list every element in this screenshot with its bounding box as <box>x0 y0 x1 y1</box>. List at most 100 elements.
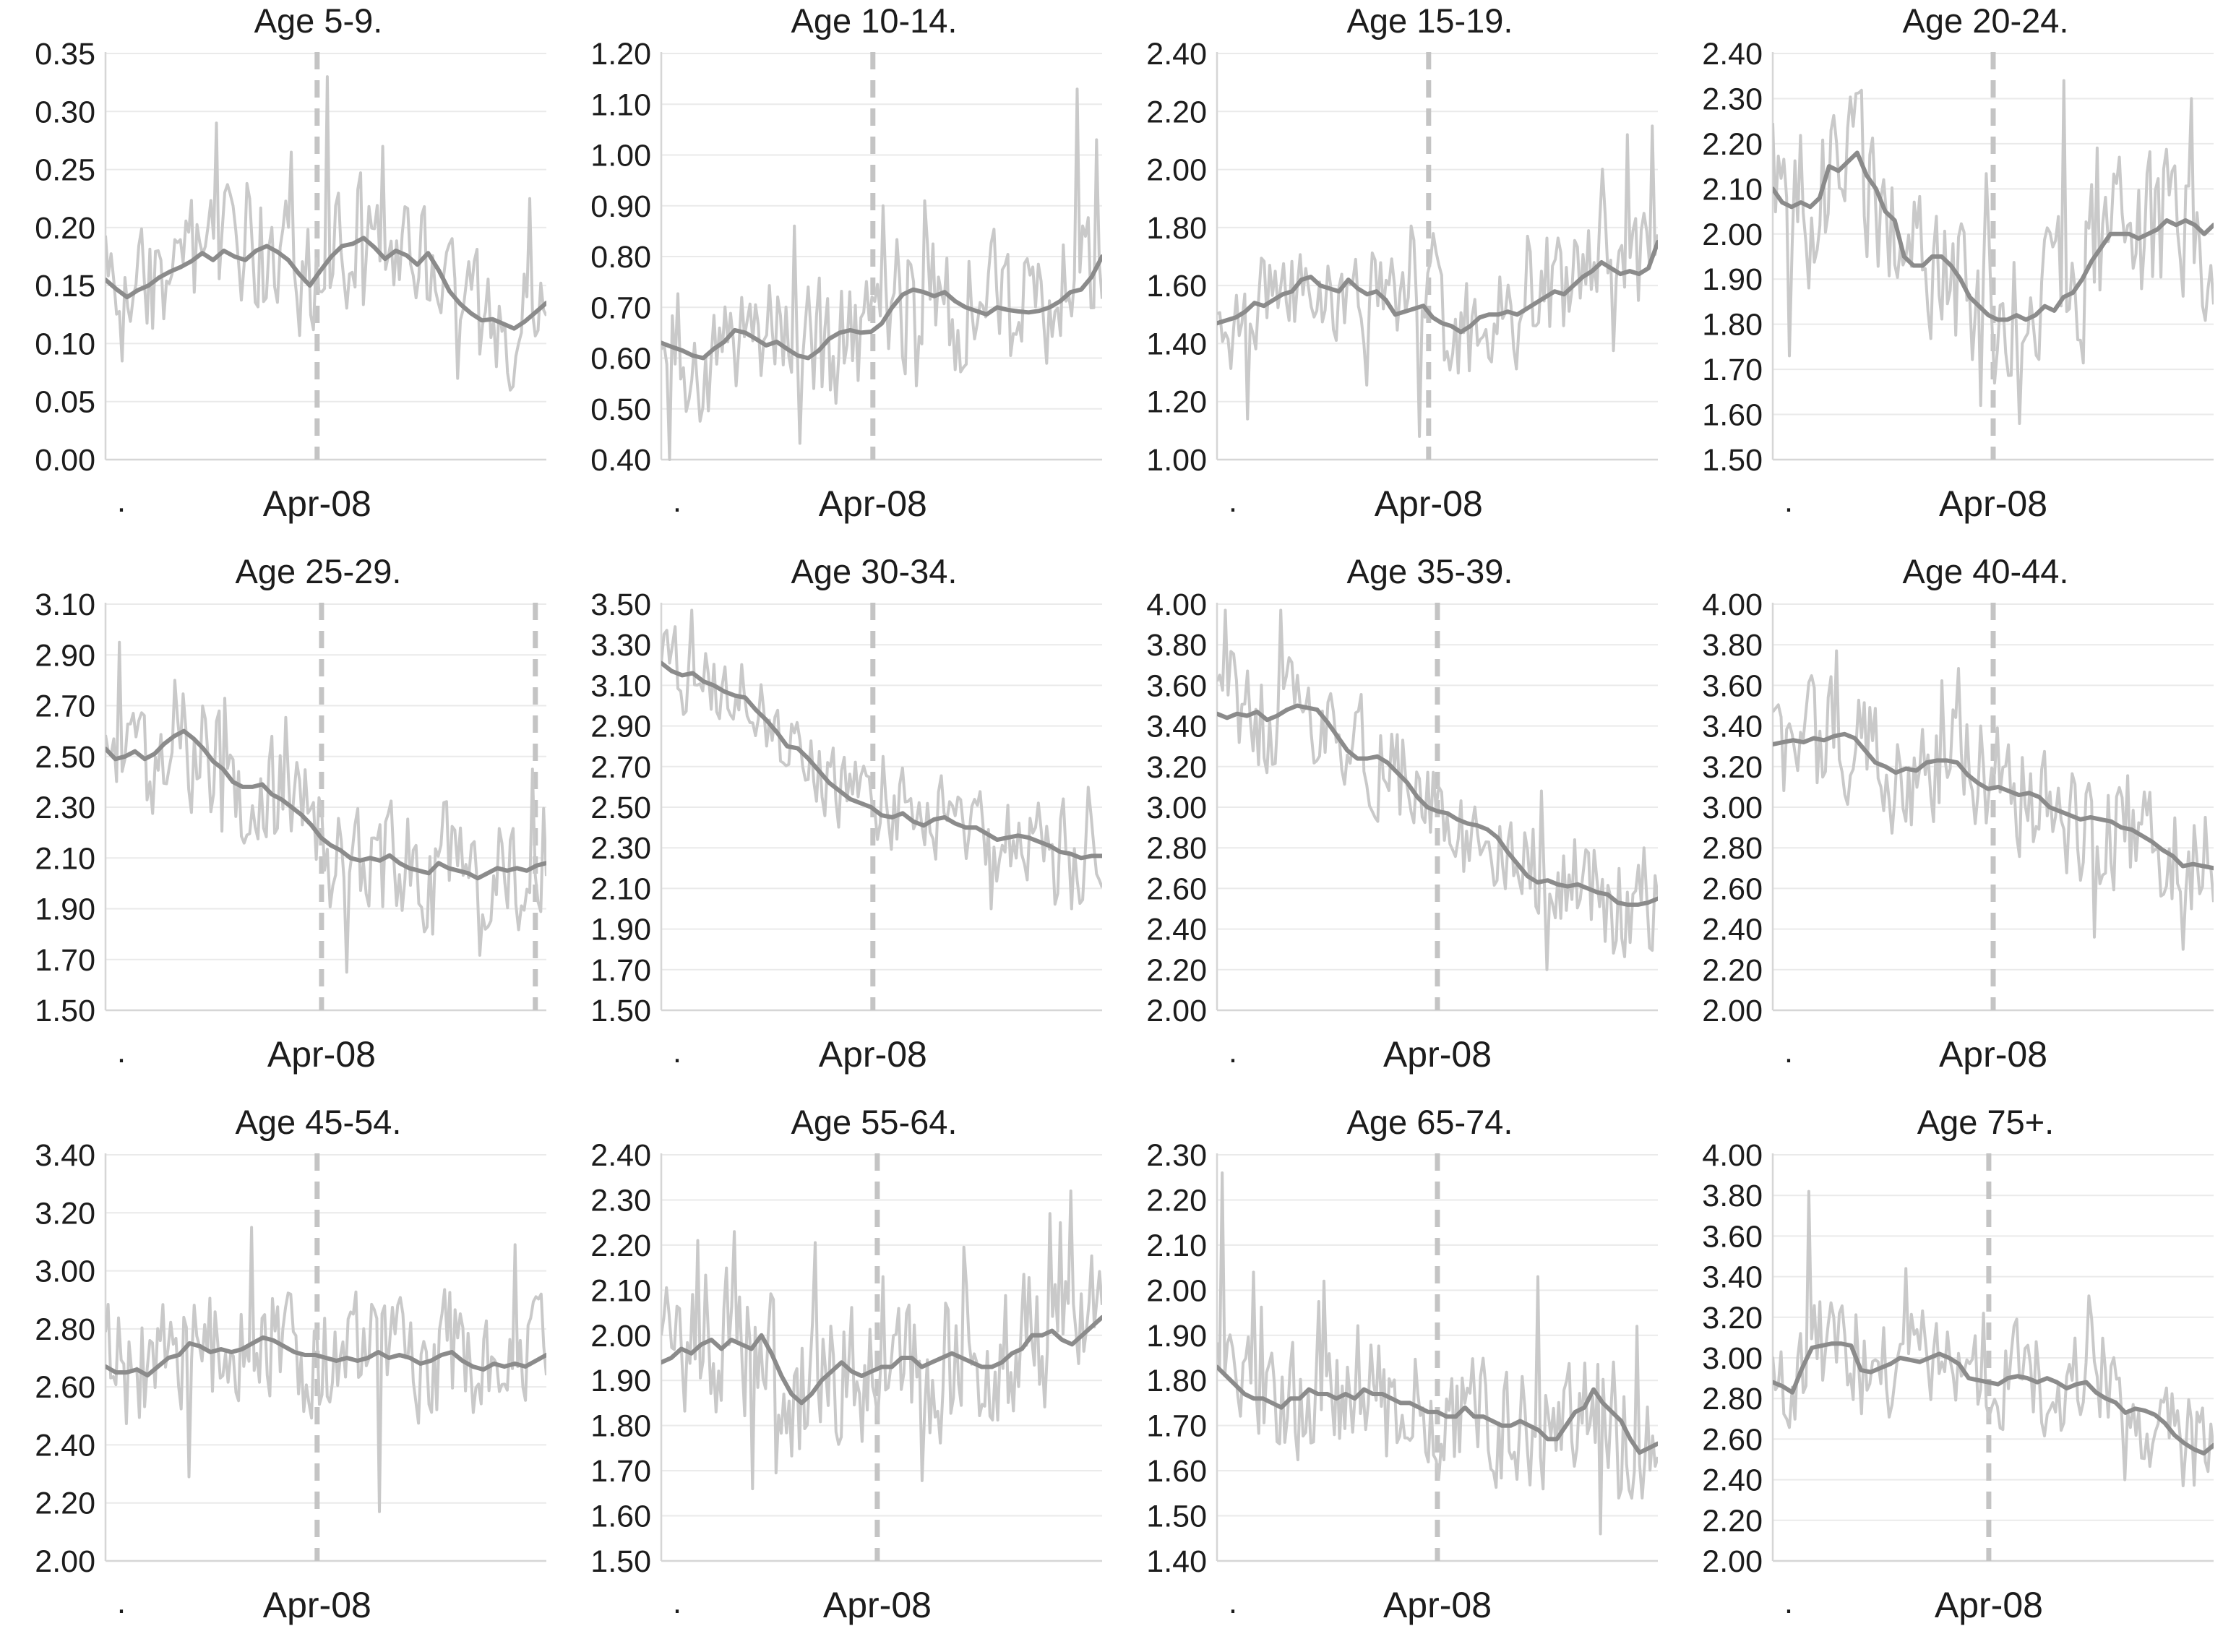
svg-text:3.20: 3.20 <box>1702 750 1763 785</box>
svg-text:3.00: 3.00 <box>1702 1341 1763 1376</box>
svg-text:4.00: 4.00 <box>1702 1143 1763 1173</box>
svg-text:2.40: 2.40 <box>1702 913 1763 947</box>
svg-text:2.60: 2.60 <box>1702 872 1763 906</box>
chart-plot: 3.10 2.90 2.70 2.50 2.30 2.10 1.90 1.70 1.50. Apr… <box>35 593 546 1075</box>
chart-title: Age 35-39. <box>1346 552 1513 590</box>
svg-text:0.20: 0.20 <box>35 211 95 246</box>
svg-text:.: . <box>117 483 126 519</box>
svg-text:2.10: 2.10 <box>35 841 95 876</box>
svg-text:2.10: 2.10 <box>1146 1229 1207 1263</box>
svg-text:.: . <box>673 1034 681 1070</box>
svg-text:2.10: 2.10 <box>590 872 651 906</box>
svg-text:2.00: 2.00 <box>35 1544 95 1579</box>
svg-text:2.40: 2.40 <box>35 1428 95 1463</box>
svg-text:2.10: 2.10 <box>1702 172 1763 207</box>
chart-title: Age 65-74. <box>1346 1103 1513 1141</box>
svg-text:1.50: 1.50 <box>590 1544 651 1579</box>
svg-text:1.60: 1.60 <box>590 1500 651 1534</box>
svg-text:0.50: 0.50 <box>590 392 651 427</box>
svg-text:2.80: 2.80 <box>1702 831 1763 866</box>
svg-text:2.30: 2.30 <box>590 831 651 866</box>
svg-text:0.80: 0.80 <box>590 240 651 275</box>
svg-text:2.20: 2.20 <box>1702 1504 1763 1539</box>
chart-age-35-39: Age 35-39. 4.00 3.80 3.60 3.40 3.20 3.00 2.80 2… <box>1112 551 1667 1101</box>
svg-text:.: . <box>1229 483 1237 519</box>
svg-text:Apr-08: Apr-08 <box>1939 483 2047 524</box>
svg-text:2.20: 2.20 <box>1146 95 1207 129</box>
svg-text:2.70: 2.70 <box>35 689 95 724</box>
svg-text:1.20: 1.20 <box>590 42 651 72</box>
svg-text:1.60: 1.60 <box>1146 1454 1207 1489</box>
svg-text:.: . <box>117 1585 126 1620</box>
chart-age-75-plus: Age 75+. 4.00 3.80 3.60 3.40 3.20 3.00 2.80 2.6… <box>1667 1101 2223 1652</box>
svg-text:2.00: 2.00 <box>1146 1273 1207 1308</box>
svg-text:Apr-08: Apr-08 <box>1939 1034 2047 1075</box>
svg-text:1.70: 1.70 <box>1702 353 1763 387</box>
svg-text:1.00: 1.00 <box>1146 443 1207 478</box>
svg-text:2.40: 2.40 <box>1702 1463 1763 1498</box>
svg-text:3.40: 3.40 <box>1702 710 1763 744</box>
svg-text:3.40: 3.40 <box>35 1143 95 1173</box>
svg-text:2.40: 2.40 <box>1146 913 1207 947</box>
svg-text:1.80: 1.80 <box>1146 1364 1207 1398</box>
svg-text:1.70: 1.70 <box>590 1454 651 1489</box>
svg-text:Apr-08: Apr-08 <box>1383 1034 1492 1075</box>
svg-text:2.30: 2.30 <box>35 791 95 825</box>
chart-plot: 4.00 3.80 3.60 3.40 3.20 3.00 2.80 2.60 2.40 2.20… <box>1702 593 2214 1075</box>
svg-text:3.00: 3.00 <box>1146 791 1207 825</box>
svg-text:0.35: 0.35 <box>35 42 95 72</box>
svg-text:1.20: 1.20 <box>1146 385 1207 420</box>
svg-text:2.10: 2.10 <box>590 1273 651 1308</box>
chart-plot: 2.40 2.30 2.20 2.10 2.00 1.90 1.80 1.70 1.60 1.50… <box>1702 42 2214 524</box>
svg-text:2.20: 2.20 <box>590 1229 651 1263</box>
chart-plot: 0.35 0.30 0.25 0.20 0.15 0.10 0.05 0.00. Apr-08 <box>35 42 546 524</box>
svg-text:0.90: 0.90 <box>590 189 651 224</box>
svg-text:2.60: 2.60 <box>1146 872 1207 906</box>
svg-text:0.40: 0.40 <box>590 443 651 478</box>
svg-text:1.70: 1.70 <box>1146 1409 1207 1444</box>
svg-text:.: . <box>1229 1034 1237 1070</box>
svg-text:2.90: 2.90 <box>35 638 95 673</box>
svg-text:3.40: 3.40 <box>1146 710 1207 744</box>
svg-text:1.90: 1.90 <box>35 892 95 927</box>
chart-age-45-54: Age 45-54. 3.40 3.20 3.00 2.80 2.60 2.40 2.20 2… <box>0 1101 556 1652</box>
chart-plot: 3.50 3.30 3.10 2.90 2.70 2.50 2.30 2.10 1.90 1.70… <box>590 593 1102 1075</box>
svg-text:1.10: 1.10 <box>590 87 651 122</box>
svg-text:2.40: 2.40 <box>1702 42 1763 72</box>
chart-age-5-9: Age 5-9. 0.35 0.30 0.25 0.20 0.15 0.10 0.05 0.0… <box>0 0 556 551</box>
svg-text:0.25: 0.25 <box>35 153 95 188</box>
svg-text:2.60: 2.60 <box>1702 1422 1763 1457</box>
chart-age-40-44: Age 40-44. 4.00 3.80 3.60 3.40 3.20 3.00 2.80 2… <box>1667 551 2223 1101</box>
svg-text:2.30: 2.30 <box>590 1183 651 1218</box>
svg-text:3.10: 3.10 <box>590 668 651 703</box>
chart-plot: 3.40 3.20 3.00 2.80 2.60 2.40 2.20 2.00. Apr-08 <box>35 1143 546 1625</box>
svg-text:Apr-08: Apr-08 <box>263 1585 371 1625</box>
svg-text:3.00: 3.00 <box>1702 791 1763 825</box>
svg-text:2.00: 2.00 <box>1146 994 1207 1028</box>
svg-text:1.80: 1.80 <box>1146 211 1207 246</box>
chart-plot: 2.40 2.30 2.20 2.10 2.00 1.90 1.80 1.70 1.60 1.50… <box>590 1143 1102 1625</box>
chart-plot: 4.00 3.80 3.60 3.40 3.20 3.00 2.80 2.60 2.40 2.20… <box>1146 593 1658 1075</box>
chart-title: Age 15-19. <box>1346 1 1513 40</box>
svg-text:2.00: 2.00 <box>1702 1544 1763 1579</box>
svg-text:3.20: 3.20 <box>1702 1301 1763 1335</box>
svg-text:0.05: 0.05 <box>35 385 95 420</box>
svg-text:2.20: 2.20 <box>35 1487 95 1521</box>
svg-text:1.90: 1.90 <box>590 1364 651 1398</box>
chart-age-10-14: Age 10-14. 1.20 1.10 1.00 0.90 0.80 0.70 0.60 0… <box>556 0 1112 551</box>
svg-text:1.40: 1.40 <box>1146 1544 1207 1579</box>
svg-text:2.90: 2.90 <box>590 710 651 744</box>
chart-age-65-74: Age 65-74. 2.30 2.20 2.10 2.00 1.90 1.80 1.70 1… <box>1112 1101 1667 1652</box>
svg-text:3.20: 3.20 <box>35 1196 95 1231</box>
chart-title: Age 55-64. <box>791 1103 958 1141</box>
chart-plot: 2.40 2.20 2.00 1.80 1.60 1.40 1.20 1.00. Apr-08 <box>1146 42 1658 524</box>
svg-text:1.50: 1.50 <box>35 994 95 1028</box>
svg-text:1.90: 1.90 <box>590 913 651 947</box>
svg-text:2.20: 2.20 <box>1146 953 1207 988</box>
chart-age-20-24: Age 20-24. 2.40 2.30 2.20 2.10 2.00 1.90 1.80 1… <box>1667 0 2223 551</box>
svg-text:2.20: 2.20 <box>1146 1183 1207 1218</box>
svg-text:3.60: 3.60 <box>1702 668 1763 703</box>
svg-text:1.70: 1.70 <box>35 943 95 978</box>
